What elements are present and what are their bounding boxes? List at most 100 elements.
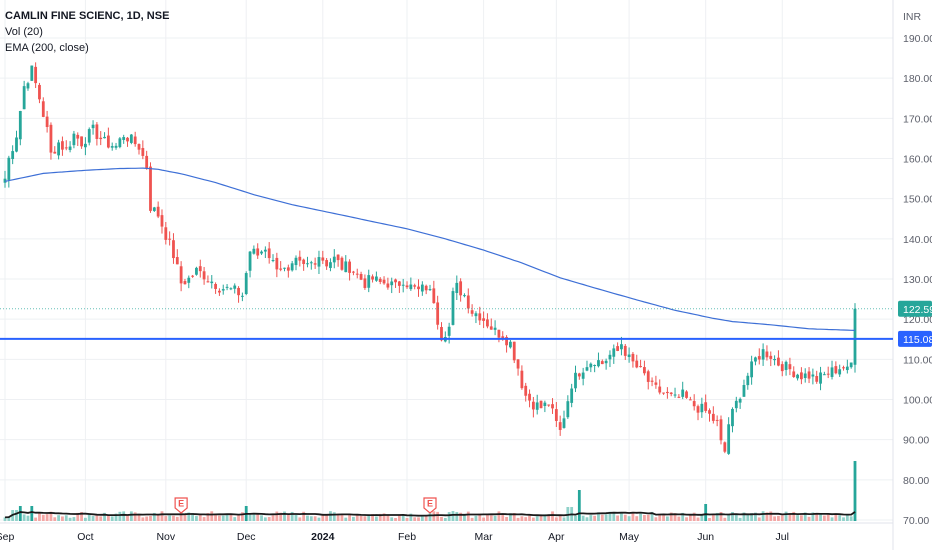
candle-body — [811, 374, 815, 377]
volume-bar — [796, 515, 799, 521]
symbol-title[interactable]: CAMLIN FINE SCIENC, 1D, NSE — [5, 10, 170, 22]
volume-bar — [240, 512, 244, 521]
volume-bar — [723, 517, 727, 521]
volume-bar — [279, 512, 283, 521]
candle-body — [531, 401, 535, 410]
volume-bar — [819, 513, 822, 521]
volume-bar — [616, 515, 620, 521]
candle-body — [562, 418, 566, 428]
volume-bar — [593, 515, 597, 521]
volume-bar — [164, 516, 168, 521]
volume-bar — [436, 511, 440, 521]
candle-body — [520, 370, 524, 389]
candle-body — [436, 302, 440, 325]
volume-bar — [183, 513, 187, 521]
volume-bar — [114, 513, 118, 521]
volume-indicator-label[interactable]: Vol (20) — [5, 26, 43, 38]
candle-body — [202, 271, 206, 280]
volume-bar — [363, 516, 367, 521]
volume-bar — [742, 512, 746, 521]
candle-body — [317, 257, 321, 267]
volume-bar — [141, 517, 145, 521]
candle-body — [761, 349, 765, 360]
volume-bar — [769, 511, 773, 521]
volume-bar — [830, 517, 834, 521]
candle-body — [577, 373, 581, 377]
volume-bar — [355, 514, 359, 521]
candle-body — [38, 84, 41, 100]
candle-body — [830, 367, 834, 377]
candle-body — [799, 372, 803, 380]
candle-body — [501, 336, 505, 340]
candle-body — [237, 287, 240, 296]
candle-body — [734, 400, 738, 409]
candle-body — [18, 110, 22, 140]
earnings-marker[interactable]: E — [423, 497, 437, 514]
candle-body — [558, 422, 562, 430]
volume-bar — [505, 516, 508, 521]
volume-bar — [321, 515, 325, 521]
currency-label[interactable]: INR — [903, 11, 922, 23]
candle-body — [409, 284, 413, 290]
volume-bar — [428, 513, 432, 521]
candle-body — [175, 257, 179, 265]
candle-body — [306, 263, 309, 265]
ema-indicator-label[interactable]: EMA (200, close) — [5, 42, 89, 54]
volume-bar — [409, 513, 413, 521]
volume-bar — [551, 511, 554, 521]
candle-body — [432, 288, 436, 304]
volume-bar — [84, 517, 87, 521]
volume-bar — [731, 512, 734, 521]
volume-bar — [413, 517, 417, 521]
volume-bar — [780, 515, 784, 521]
candle-body — [103, 136, 106, 139]
price-tick-label: 70.00 — [903, 515, 929, 527]
candle-body — [122, 137, 126, 140]
volume-bar — [646, 514, 650, 521]
candle-body — [397, 281, 401, 286]
candle-body — [459, 281, 463, 296]
volume-bar — [470, 517, 474, 521]
candle-body — [746, 375, 750, 386]
volume-bar — [126, 515, 129, 521]
candle-body — [620, 344, 623, 350]
candle-body — [838, 369, 842, 375]
candle-body — [486, 319, 489, 327]
volume-bar — [202, 517, 206, 521]
volume-bar — [317, 517, 321, 521]
earnings-marker[interactable]: E — [174, 497, 188, 514]
candle-body — [696, 406, 700, 413]
volume-bar — [727, 514, 731, 521]
candle-body — [551, 404, 554, 409]
candle-body — [187, 277, 191, 283]
candle-body — [547, 404, 551, 406]
price-tick-label: 90.00 — [903, 435, 929, 447]
time-tick-label: Mar — [475, 531, 494, 543]
candle-body — [447, 326, 451, 336]
level-price-tag-bg — [898, 330, 932, 347]
candle-body — [95, 124, 99, 139]
volume-bar — [118, 511, 122, 521]
price-tick-label: 130.00 — [903, 274, 932, 286]
volume-bar — [237, 515, 240, 521]
volume-bar — [459, 512, 463, 521]
volume-bar — [547, 514, 551, 521]
candle-body — [597, 360, 600, 367]
volume-bar — [252, 514, 256, 521]
volume-bar — [271, 515, 275, 521]
volume-bar — [539, 514, 543, 521]
time-tick-label: Sep — [0, 531, 14, 543]
price-tick-label: 150.00 — [903, 194, 932, 206]
candle-body — [738, 398, 742, 403]
candle-body — [233, 285, 237, 289]
candle-body — [183, 281, 187, 285]
candle-body — [692, 401, 696, 407]
volume-bar — [746, 514, 750, 521]
volume-bar — [562, 517, 566, 521]
candle-body — [742, 385, 746, 397]
volume-bar — [210, 511, 214, 521]
volume-bar — [103, 512, 106, 521]
volume-bar — [520, 516, 524, 521]
